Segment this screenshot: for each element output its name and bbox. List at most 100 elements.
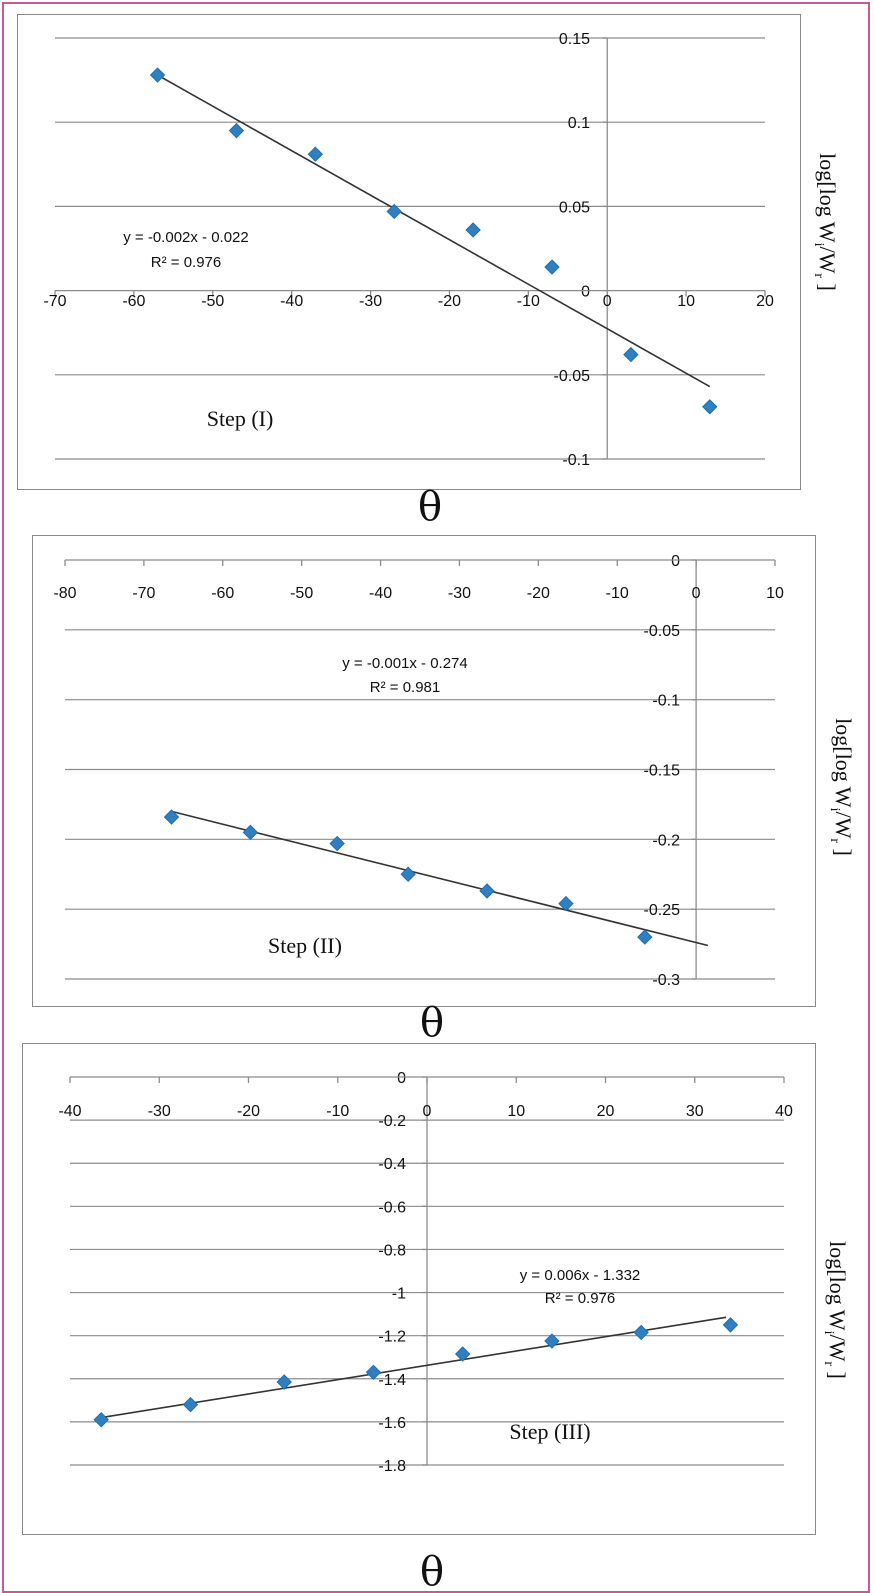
x-tick-label: -40 xyxy=(369,585,392,602)
data-point xyxy=(228,122,245,139)
y-tick-label: 0 xyxy=(397,1070,406,1087)
data-point xyxy=(329,835,345,852)
x-tick-label: -30 xyxy=(448,585,471,602)
x-tick-label: -40 xyxy=(58,1103,81,1120)
data-point xyxy=(633,1324,649,1341)
y-tick-label: 0 xyxy=(671,553,680,570)
data-point xyxy=(386,203,402,220)
y-tick-label: -0.4 xyxy=(378,1156,406,1173)
r-squared: R² = 0.976 xyxy=(151,254,221,271)
x-tick-label: -70 xyxy=(43,293,66,310)
x-tick-label: 0 xyxy=(692,585,701,602)
chart-3: 0 -0.2 -0.4 -0.6 -0.8 -1 -1.2 -1.4 -1.6 -1.8 -40 -3… xyxy=(58,1070,850,1591)
data-point xyxy=(400,866,416,882)
x-axis-title: θ xyxy=(420,1000,444,1046)
y-axis-title: log[log Wi/Wr ] xyxy=(827,718,856,856)
y-tick-label: 0.1 xyxy=(568,115,590,132)
trendline xyxy=(157,74,711,388)
x-tick-label: -20 xyxy=(527,585,550,602)
r-squared: R² = 0.981 xyxy=(370,679,440,696)
data-point xyxy=(722,1317,739,1333)
y-tick-label: 0.15 xyxy=(559,31,590,48)
data-point xyxy=(365,1364,382,1381)
data-point xyxy=(307,146,324,162)
r-squared: R² = 0.976 xyxy=(545,1290,615,1307)
x-tick-label: -30 xyxy=(359,293,382,310)
y-tick-label: -0.6 xyxy=(378,1199,406,1216)
x-axis-title: θ xyxy=(420,1549,444,1591)
y-tick-label: -0.25 xyxy=(644,902,681,919)
chart-1: 0.15 0.1 0.05 0 -0.05 -0.1 -70 -60 -50 -40 -30 -20 -… xyxy=(43,31,840,530)
chart-2: 0 -0.05 -0.1 -0.15 -0.2 -0.25 -0.3 -80 -70 -60 -50… xyxy=(53,553,856,1046)
x-tick-label: -60 xyxy=(211,585,234,602)
x-axis-title: θ xyxy=(418,484,442,530)
data-point xyxy=(558,895,574,912)
x-tick-label: 0 xyxy=(423,1103,432,1120)
data-point xyxy=(454,1346,471,1362)
x-tick-label: -80 xyxy=(53,585,76,602)
y-tick-label: -1.8 xyxy=(378,1458,406,1475)
data-point xyxy=(544,259,560,275)
x-tick-label: -50 xyxy=(201,293,224,310)
data-point xyxy=(544,1333,560,1349)
data-point xyxy=(637,929,653,945)
data-point xyxy=(242,824,259,841)
y-axis-title: log[log Wi/Wr ] xyxy=(811,153,840,291)
data-point xyxy=(149,67,166,83)
chart-panel-1 xyxy=(17,14,801,490)
y-axis-title: log[log Wi/Wr ] xyxy=(821,1241,850,1379)
data-point xyxy=(702,399,718,415)
y-tick-label: -0.8 xyxy=(378,1242,406,1259)
x-tick-label: 20 xyxy=(597,1103,615,1120)
y-tick-label: -1.4 xyxy=(378,1372,406,1389)
data-point xyxy=(93,1412,109,1428)
x-tick-label: -20 xyxy=(438,293,461,310)
x-tick-label: -10 xyxy=(517,293,540,310)
data-point xyxy=(276,1374,292,1390)
y-tick-label: -0.1 xyxy=(652,693,680,710)
x-tick-label: -70 xyxy=(132,585,155,602)
trendline xyxy=(101,1316,727,1419)
data-point xyxy=(163,809,180,825)
data-point xyxy=(182,1396,199,1413)
y-tick-label: -1.2 xyxy=(378,1329,406,1346)
step-label: Step (III) xyxy=(509,1419,590,1444)
chart-panel-3 xyxy=(22,1043,816,1535)
y-tick-label: -0.05 xyxy=(644,623,681,640)
x-tick-label: 10 xyxy=(507,1103,525,1120)
x-tick-label: -40 xyxy=(280,293,303,310)
chart-panel-2 xyxy=(32,535,816,1007)
x-tick-label: -30 xyxy=(148,1103,171,1120)
y-tick-label: 0.05 xyxy=(559,199,590,216)
y-tick-label: -0.2 xyxy=(652,832,680,849)
x-tick-label: -60 xyxy=(122,293,145,310)
step-label: Step (II) xyxy=(268,933,342,958)
data-point xyxy=(623,346,639,363)
data-point xyxy=(479,883,495,899)
trend-equation: y = 0.006x - 1.332 xyxy=(520,1267,641,1284)
x-tick-label: -20 xyxy=(237,1103,260,1120)
y-tick-label: -1.6 xyxy=(378,1415,406,1432)
trendline xyxy=(171,810,709,947)
x-tick-label: 10 xyxy=(677,293,695,310)
x-tick-label: 20 xyxy=(756,293,774,310)
y-tick-label: -0.15 xyxy=(644,763,681,780)
x-tick-label: 40 xyxy=(775,1103,793,1120)
trend-equation: y = -0.001x - 0.274 xyxy=(342,655,468,672)
data-point xyxy=(465,222,481,238)
trend-equation: y = -0.002x - 0.022 xyxy=(123,229,249,246)
y-tick-label: -1 xyxy=(392,1286,406,1303)
x-tick-label: -10 xyxy=(326,1103,349,1120)
x-tick-label: -50 xyxy=(290,585,313,602)
y-tick-label: -0.1 xyxy=(562,452,590,469)
x-tick-label: 10 xyxy=(766,585,784,602)
y-tick-label: 0 xyxy=(581,284,590,301)
x-tick-label: 0 xyxy=(603,293,612,310)
x-tick-label: -10 xyxy=(606,585,629,602)
step-label: Step (I) xyxy=(207,406,274,431)
y-tick-label: -0.05 xyxy=(554,368,591,385)
x-tick-label: 30 xyxy=(686,1103,704,1120)
y-tick-label: -0.3 xyxy=(652,972,680,989)
